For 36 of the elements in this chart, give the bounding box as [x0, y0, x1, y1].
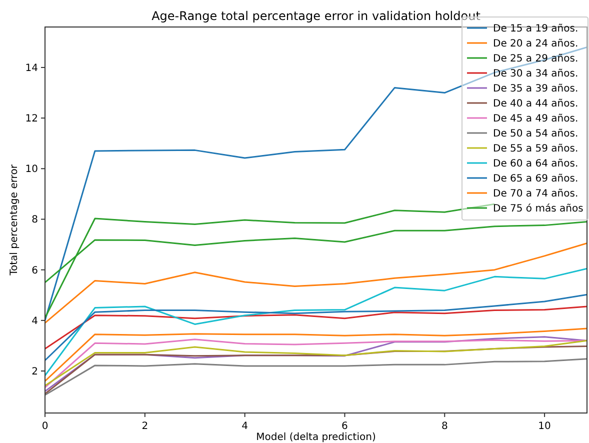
- x-tick-label: 4: [242, 421, 248, 432]
- legend-label: De 40 a 44 años.: [493, 98, 578, 110]
- legend-label: De 75 ó más años: [493, 204, 584, 214]
- line-series: [45, 328, 587, 382]
- legend-label: De 55 a 59 años.: [493, 144, 578, 154]
- y-tick-label: 14: [25, 62, 38, 74]
- y-tick-label: 4: [32, 316, 38, 327]
- x-tick-label: 2: [142, 421, 148, 432]
- legend-label: De 30 a 34 años.: [493, 68, 578, 80]
- y-tick-label: 10: [25, 164, 38, 176]
- legend-label: De 65 a 69 años.: [493, 174, 578, 184]
- x-tick-label: 8: [441, 421, 448, 432]
- x-tick-label: 0: [42, 421, 48, 432]
- legend-label: De 70 a 74 años.: [493, 188, 578, 200]
- chart-title: Age-Range total percentage error in validation holdout: [152, 9, 481, 23]
- y-tick-label: 6: [32, 265, 38, 276]
- line-series: [45, 268, 587, 376]
- y-tick-label: 8: [32, 214, 38, 226]
- legend-label: De 45 a 49 años.: [493, 114, 578, 124]
- y-tick-label: 2: [32, 366, 38, 378]
- y-tick-label: 12: [25, 114, 38, 125]
- line-series: [45, 46, 587, 322]
- legend-label: De 35 a 39 años.: [493, 84, 578, 94]
- legend-label: De 20 a 24 años.: [493, 38, 578, 50]
- legend-label: De 50 a 54 años.: [493, 128, 578, 140]
- x-tick-label: 10: [538, 421, 551, 432]
- x-tick-label: 6: [342, 421, 348, 432]
- line-series: [45, 358, 587, 396]
- line-series: [45, 242, 587, 324]
- y-axis-title: Total percentage error: [9, 164, 20, 276]
- x-axis-title: Model (delta prediction): [256, 432, 376, 443]
- line-series: [45, 306, 587, 350]
- line-series: [45, 294, 587, 362]
- legend-label: De 60 a 64 años.: [493, 158, 578, 170]
- legend-label: De 25 a 29 años.: [493, 54, 578, 64]
- legend-label: De 15 a 19 años.: [493, 24, 578, 34]
